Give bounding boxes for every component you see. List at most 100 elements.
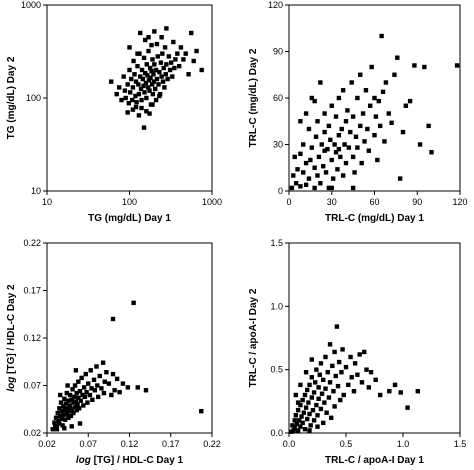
data-point	[305, 387, 310, 393]
data-point	[380, 89, 386, 94]
data-point	[125, 110, 130, 115]
data-point	[328, 415, 334, 420]
y-tick-label: 0.17	[23, 286, 41, 296]
data-point	[99, 386, 104, 391]
data-point	[80, 392, 85, 398]
data-point	[140, 76, 146, 82]
data-point	[149, 68, 154, 74]
data-point	[359, 380, 365, 385]
data-point	[336, 133, 342, 138]
data-point	[368, 370, 374, 375]
y-axis-label: TRL-C (mg/dL) Day 2	[248, 48, 259, 147]
data-point	[373, 114, 379, 119]
data-point	[104, 370, 109, 375]
data-point	[116, 85, 122, 90]
data-point	[157, 93, 162, 99]
data-point	[331, 389, 336, 394]
data-point	[130, 85, 136, 90]
data-point	[50, 427, 55, 432]
data-point	[318, 80, 323, 85]
data-point	[343, 119, 349, 124]
data-point	[303, 160, 309, 166]
data-point	[136, 82, 141, 87]
data-point	[199, 67, 204, 73]
data-point	[199, 408, 204, 414]
data-point	[373, 377, 378, 382]
data-point	[355, 95, 360, 101]
y-tick-label: 0	[278, 186, 283, 196]
data-point	[306, 176, 312, 181]
data-point	[59, 416, 65, 421]
data-point	[322, 129, 327, 135]
data-point	[152, 62, 157, 67]
y-tick-label: 1.0	[270, 301, 283, 311]
data-point	[130, 97, 135, 103]
data-point	[363, 88, 369, 93]
data-point	[194, 48, 199, 54]
data-point	[145, 73, 150, 78]
data-point	[303, 370, 309, 375]
data-point	[69, 407, 74, 412]
data-point	[143, 80, 149, 86]
data-point	[336, 359, 342, 365]
data-point	[314, 367, 319, 372]
data-point	[172, 65, 177, 71]
y-tick-label: 60	[273, 93, 283, 103]
data-point	[293, 392, 299, 398]
data-point	[158, 60, 164, 65]
data-point	[170, 74, 175, 79]
data-point	[318, 181, 323, 186]
data-point	[189, 30, 194, 36]
data-point	[146, 48, 151, 54]
data-point	[299, 414, 304, 419]
data-point	[362, 349, 367, 355]
data-point	[127, 45, 132, 50]
data-point	[186, 72, 191, 77]
data-point	[310, 408, 316, 413]
data-point	[353, 134, 359, 139]
data-point	[389, 120, 394, 125]
data-point	[387, 389, 392, 394]
data-point	[290, 423, 295, 428]
plot-frame	[46, 4, 213, 192]
data-point	[340, 88, 346, 93]
y-tick-label: 100	[26, 93, 41, 103]
data-point	[138, 86, 144, 92]
data-point	[101, 390, 107, 396]
data-point	[293, 413, 299, 418]
data-point	[154, 41, 160, 47]
data-point	[365, 126, 370, 132]
data-point	[403, 103, 409, 108]
scatter-panel-4: 0.0 0.5 1.0 1.5 0.0 0.5 1.0 1.5 TRL-C / apoA-I D…	[248, 238, 466, 466]
data-point	[106, 381, 112, 386]
data-point	[81, 385, 87, 390]
data-point	[308, 423, 313, 428]
data-point	[291, 173, 296, 178]
data-point	[141, 55, 147, 61]
data-point	[312, 185, 317, 191]
data-point	[76, 379, 81, 384]
data-point	[311, 418, 317, 423]
data-point	[160, 51, 165, 56]
data-point	[149, 82, 155, 87]
data-point	[352, 361, 358, 366]
data-point	[305, 416, 310, 422]
data-point	[329, 157, 334, 163]
data-point	[72, 383, 78, 388]
data-point	[350, 185, 356, 191]
data-point	[315, 424, 320, 429]
data-point	[386, 111, 391, 116]
data-point	[379, 33, 384, 39]
data-point	[125, 385, 131, 390]
data-point	[342, 142, 347, 147]
data-point	[336, 95, 342, 101]
y-tick-label: 0.07	[23, 381, 41, 391]
data-point	[325, 370, 330, 375]
data-point	[327, 342, 333, 347]
data-point	[321, 377, 326, 382]
data-point	[316, 385, 321, 390]
data-point	[141, 83, 146, 89]
data-point	[88, 368, 93, 373]
data-point	[95, 394, 101, 400]
data-point	[357, 352, 362, 357]
